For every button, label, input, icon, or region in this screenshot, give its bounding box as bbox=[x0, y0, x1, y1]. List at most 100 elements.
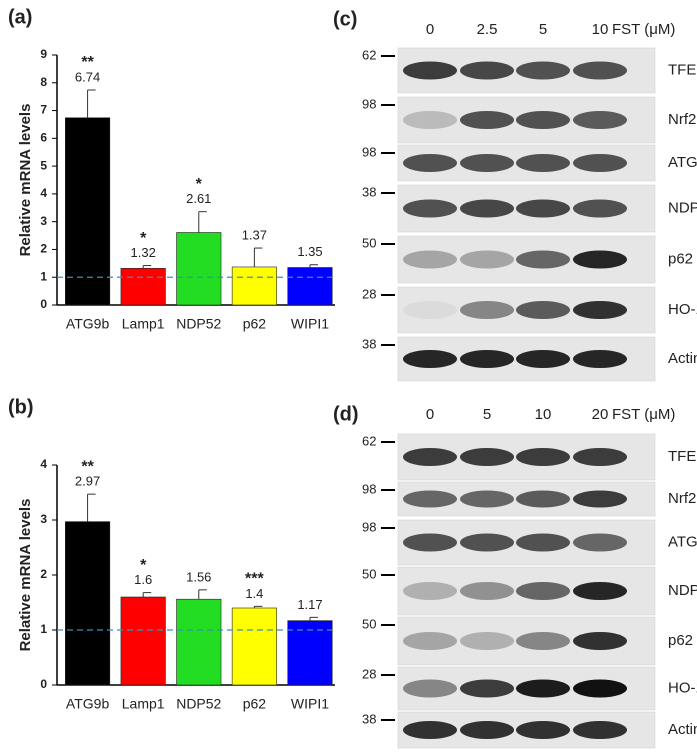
x-tick-label: p62 bbox=[243, 316, 267, 332]
blot-band bbox=[403, 199, 457, 218]
blot-band bbox=[516, 679, 570, 698]
size-marker: 38 bbox=[362, 336, 376, 351]
y-axis-label: Relative mRNA levels bbox=[17, 104, 34, 257]
row-label: Nrf2 bbox=[668, 490, 696, 507]
x-tick-label: ATG9b bbox=[66, 316, 110, 332]
y-tick-label: 8 bbox=[40, 75, 47, 89]
value-label: 6.74 bbox=[75, 69, 100, 84]
bar bbox=[120, 268, 166, 306]
size-marker: 98 bbox=[362, 519, 376, 534]
significance: * bbox=[196, 176, 203, 193]
blot-band bbox=[573, 350, 627, 368]
blot-band bbox=[516, 250, 570, 269]
panel-label: (c) bbox=[333, 8, 357, 30]
size-marker: 50 bbox=[362, 235, 376, 250]
x-tick-label: p62 bbox=[243, 696, 267, 712]
blot-band bbox=[403, 301, 457, 319]
row-label: NDP52 bbox=[668, 582, 697, 599]
significance: ** bbox=[81, 458, 94, 475]
blot-band bbox=[403, 448, 457, 466]
blot-band bbox=[516, 533, 570, 552]
x-tick-label: ATG9b bbox=[66, 696, 110, 712]
y-tick-label: 2 bbox=[40, 567, 47, 581]
blot-band bbox=[403, 679, 457, 698]
x-tick-label: NDP52 bbox=[176, 696, 221, 712]
blot-band bbox=[460, 250, 514, 269]
value-label: 1.56 bbox=[186, 569, 211, 584]
row-label: Actin bbox=[668, 350, 697, 367]
blot-band bbox=[573, 111, 627, 129]
y-tick-label: 6 bbox=[40, 131, 47, 145]
value-label: 1.6 bbox=[134, 572, 152, 587]
bar bbox=[176, 232, 222, 306]
y-tick-label: 4 bbox=[40, 186, 47, 200]
blot-band bbox=[460, 632, 514, 650]
blot-band bbox=[573, 490, 627, 508]
lane-label: 20 bbox=[592, 406, 609, 423]
y-tick-label: 9 bbox=[40, 47, 47, 61]
panel-label: (b) bbox=[8, 396, 34, 418]
blot-band bbox=[573, 448, 627, 466]
y-tick-label: 3 bbox=[40, 214, 47, 228]
blot-band bbox=[403, 490, 457, 508]
blot-band bbox=[403, 582, 457, 600]
value-label: 1.37 bbox=[242, 227, 267, 242]
bar bbox=[287, 620, 333, 686]
size-marker: 28 bbox=[362, 666, 376, 681]
bar bbox=[176, 598, 222, 686]
blot-band bbox=[403, 250, 457, 269]
size-marker: 62 bbox=[362, 47, 376, 62]
blot-band bbox=[460, 533, 514, 552]
lane-label: 10 bbox=[592, 21, 609, 38]
lane-label: 5 bbox=[483, 406, 491, 423]
blot-band bbox=[460, 679, 514, 698]
blot-header: FST (μM) bbox=[612, 406, 675, 423]
blot-band bbox=[516, 582, 570, 600]
blot-band bbox=[403, 350, 457, 368]
row-label: ATG9b bbox=[668, 154, 697, 171]
blot-band bbox=[573, 582, 627, 600]
bar bbox=[287, 267, 333, 306]
row-label: p62 bbox=[668, 632, 693, 649]
blot-band bbox=[460, 721, 514, 739]
x-tick-label: WIPI1 bbox=[291, 696, 329, 712]
blot-band bbox=[403, 61, 457, 80]
blot-band bbox=[403, 632, 457, 650]
y-tick-label: 1 bbox=[40, 269, 47, 283]
y-tick-label: 0 bbox=[40, 677, 47, 691]
row-label: NDP52 bbox=[668, 199, 697, 216]
blot-band bbox=[516, 199, 570, 218]
blot-band bbox=[516, 490, 570, 508]
blot-band bbox=[460, 154, 514, 172]
row-label: ATG9b bbox=[668, 533, 697, 550]
row-label: p62 bbox=[668, 250, 693, 267]
value-label: 1.17 bbox=[297, 597, 322, 612]
lane-label: 10 bbox=[535, 406, 552, 423]
blot-band bbox=[460, 490, 514, 508]
y-tick-label: 4 bbox=[40, 457, 47, 471]
size-marker: 98 bbox=[362, 96, 376, 111]
blot-band bbox=[573, 301, 627, 319]
blot-band bbox=[460, 61, 514, 80]
blot-band bbox=[516, 61, 570, 80]
blot-band bbox=[460, 111, 514, 129]
lane-label: 2.5 bbox=[477, 21, 498, 38]
blot-band bbox=[516, 721, 570, 739]
row-label: TFEB bbox=[668, 61, 697, 78]
x-tick-label: WIPI1 bbox=[291, 316, 329, 332]
blot-band bbox=[573, 721, 627, 739]
value-label: 1.32 bbox=[131, 245, 156, 260]
blot-band bbox=[460, 301, 514, 319]
size-marker: 62 bbox=[362, 433, 376, 448]
value-label: 2.61 bbox=[186, 191, 211, 206]
blot-band bbox=[573, 61, 627, 80]
panel-label: (a) bbox=[8, 6, 32, 28]
bar bbox=[65, 521, 111, 686]
y-tick-label: 5 bbox=[40, 158, 47, 172]
x-tick-label: Lamp1 bbox=[122, 696, 165, 712]
lane-label: 0 bbox=[426, 406, 434, 423]
blot-band bbox=[516, 154, 570, 172]
blot-band bbox=[516, 111, 570, 129]
row-label: HO-1 bbox=[668, 301, 697, 318]
